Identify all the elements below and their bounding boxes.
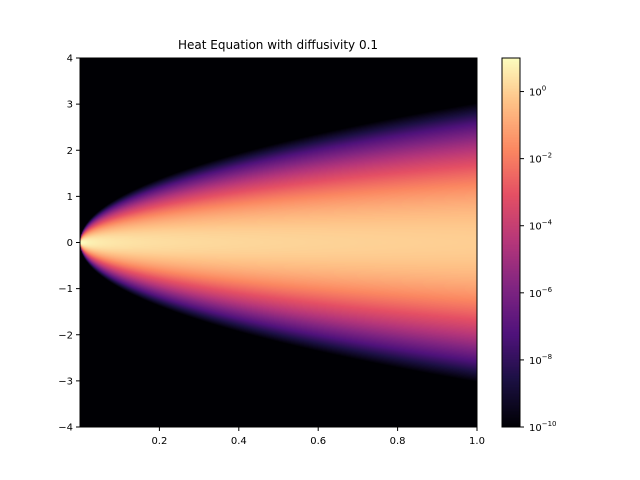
colorbar-tick-exponent: −4 <box>542 219 553 227</box>
y-tick-label: 1 <box>67 192 73 203</box>
colorbar-tick-exponent: −10 <box>542 420 557 428</box>
colorbar-tick-base: 10 <box>529 289 542 300</box>
colorbar-tick-label: 10−2 <box>529 152 552 166</box>
y-tick-label: 2 <box>67 146 73 157</box>
chart-title: Heat Equation with diffusivity 0.1 <box>178 38 378 52</box>
y-tick-label: 4 <box>67 54 73 65</box>
colorbar-gradient <box>502 58 520 427</box>
x-tick-label: 0.4 <box>231 436 247 447</box>
colorbar-tick-base: 10 <box>529 356 542 367</box>
x-tick-label: 1.0 <box>469 436 485 447</box>
colorbar-tick-label: 100 <box>529 85 546 99</box>
plot-frame <box>79 57 478 428</box>
colorbar-tick-base: 10 <box>529 423 542 434</box>
colorbar-tick-base: 10 <box>529 88 542 99</box>
colorbar-tick-label: 10−10 <box>529 420 557 434</box>
y-tick-label: 3 <box>67 100 73 111</box>
x-tick-label: 0.8 <box>390 436 406 447</box>
colorbar-frame <box>501 57 521 428</box>
colorbar-tick-label: 10−4 <box>529 219 553 233</box>
x-tick-label: 0.6 <box>310 436 326 447</box>
y-axis: 4 3 2 1 0 −1 −2 −3 −4 <box>58 54 80 434</box>
y-tick-label: −4 <box>58 423 73 434</box>
y-tick-label: −2 <box>58 330 73 341</box>
colorbar-tick-exponent: −8 <box>542 353 552 361</box>
x-axis: 0.2 0.4 0.6 0.8 1.0 <box>151 427 485 447</box>
colorbar-tick-exponent: −6 <box>542 286 553 294</box>
x-tick-label: 0.2 <box>151 436 167 447</box>
heatmap-image <box>80 58 477 427</box>
y-tick-label: −3 <box>58 376 73 387</box>
colorbar-tick-exponent: 0 <box>542 85 546 93</box>
colorbar-tick-base: 10 <box>529 222 542 233</box>
y-tick-label: −1 <box>58 284 73 295</box>
colorbar-tick-label: 10−8 <box>529 353 552 367</box>
colorbar-tick-exponent: −2 <box>542 152 552 160</box>
colorbar-tick-base: 10 <box>529 155 542 166</box>
y-tick-label: 0 <box>67 238 73 249</box>
colorbar-tick-label: 10−6 <box>529 286 553 300</box>
